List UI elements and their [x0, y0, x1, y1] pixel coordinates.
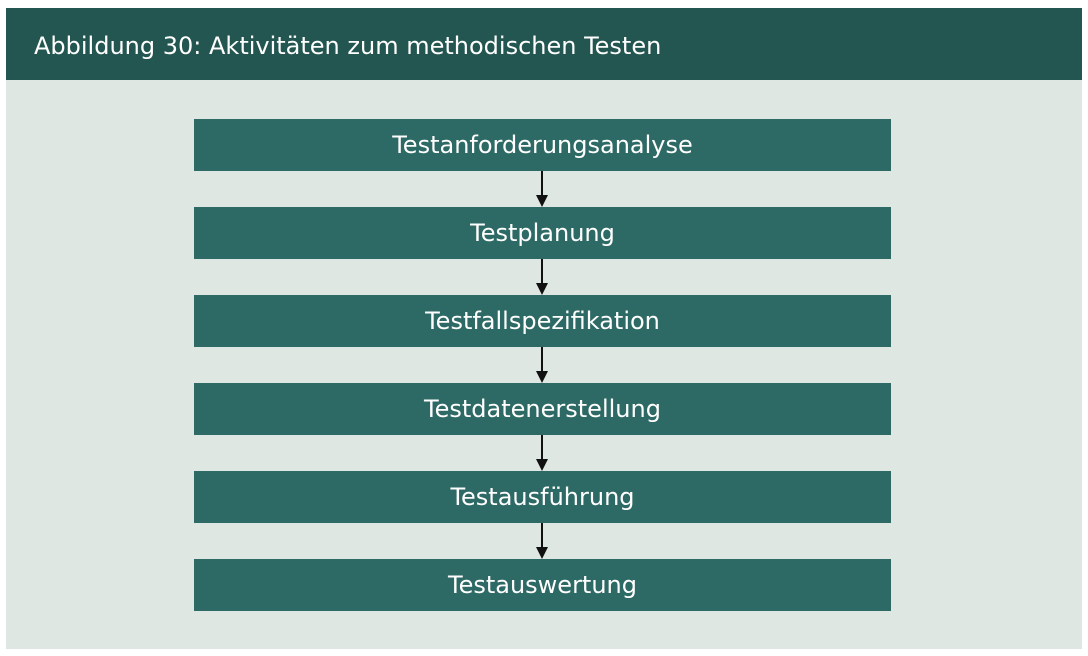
process-flow: Testanforderungsanalyse Testplanung Test…	[194, 119, 891, 611]
flow-arrow	[194, 435, 891, 471]
arrow-shaft	[541, 435, 543, 461]
arrow-shaft	[541, 259, 543, 285]
step-testauswertung: Testauswertung	[194, 559, 891, 611]
arrow-shaft	[541, 171, 543, 197]
flow-arrow	[194, 259, 891, 295]
figure-panel: Abbildung 30: Aktivitäten zum methodisch…	[6, 8, 1082, 649]
arrow-head	[536, 195, 548, 207]
step-testausfuehrung: Testausführung	[194, 471, 891, 523]
arrow-shaft	[541, 347, 543, 373]
arrow-head	[536, 547, 548, 559]
flow-arrow	[194, 171, 891, 207]
figure-title: Abbildung 30: Aktivitäten zum methodisch…	[34, 32, 662, 60]
step-testdatenerstellung: Testdatenerstellung	[194, 383, 891, 435]
flow-arrow	[194, 347, 891, 383]
figure-header: Abbildung 30: Aktivitäten zum methodisch…	[6, 8, 1082, 80]
arrow-head	[536, 459, 548, 471]
arrow-head	[536, 283, 548, 295]
flow-arrow	[194, 523, 891, 559]
arrow-head	[536, 371, 548, 383]
arrow-shaft	[541, 523, 543, 549]
step-testplanung: Testplanung	[194, 207, 891, 259]
step-testfallspezifikation: Testfallspezifikation	[194, 295, 891, 347]
step-testanforderungsanalyse: Testanforderungsanalyse	[194, 119, 891, 171]
